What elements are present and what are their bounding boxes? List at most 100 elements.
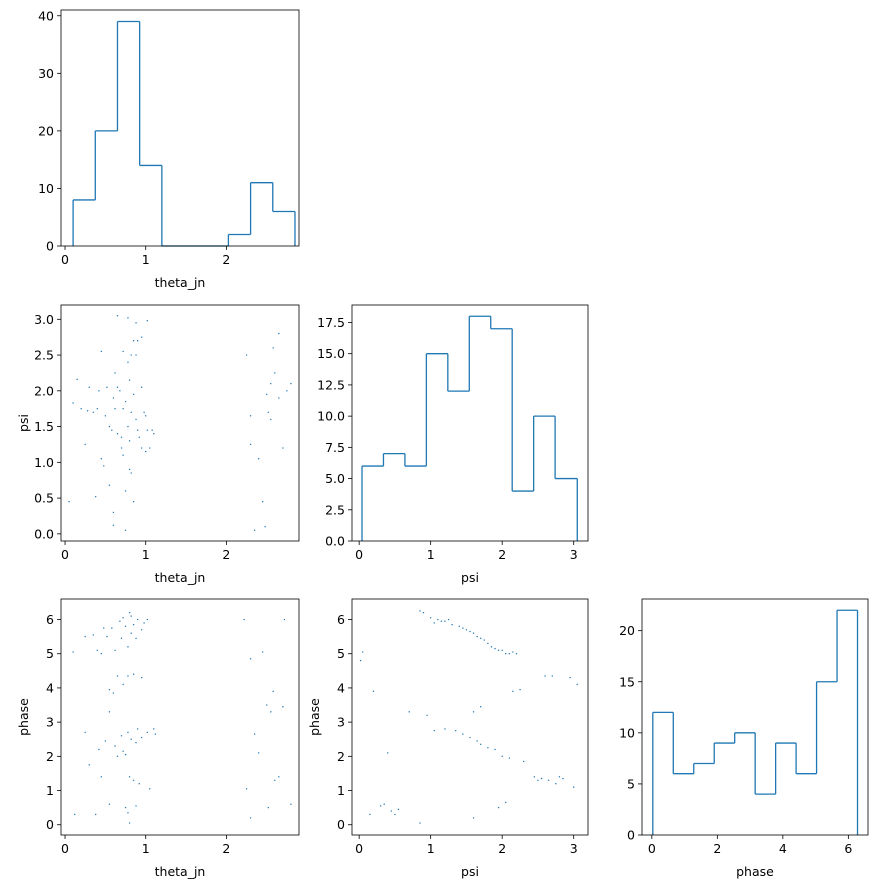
scatter-point bbox=[135, 322, 137, 324]
scatter-point bbox=[274, 372, 276, 374]
scatter-point bbox=[512, 651, 514, 653]
scatter-point bbox=[132, 340, 135, 342]
axes-frame bbox=[60, 304, 300, 542]
scatter-point bbox=[487, 642, 489, 645]
y-tick-label: 7.5 bbox=[325, 440, 345, 455]
scatter-point bbox=[119, 620, 121, 622]
scatter-point bbox=[278, 397, 280, 399]
scatter-point bbox=[154, 733, 157, 735]
y-tick-label: 15 bbox=[619, 674, 635, 689]
scatter-point bbox=[522, 760, 525, 763]
scatter-point bbox=[497, 649, 500, 652]
scatter-point bbox=[270, 418, 272, 421]
x-tick-label: 1 bbox=[142, 841, 150, 856]
scatter-point bbox=[429, 617, 432, 619]
scatter-point bbox=[92, 634, 94, 636]
scatter-point bbox=[369, 813, 371, 816]
y-tick-label: 5 bbox=[337, 646, 345, 661]
scatter-point bbox=[140, 736, 143, 739]
scatter-point bbox=[267, 411, 270, 413]
scatter-point bbox=[100, 653, 103, 655]
scatter-point bbox=[108, 803, 111, 805]
y-tick-label: 40 bbox=[38, 8, 54, 23]
axes-frame bbox=[351, 304, 589, 542]
scatter-point bbox=[447, 618, 450, 621]
panel-scatter_psi_phase: 0 1 2 3 0 1 2 3 4 5 6 psi phase bbox=[307, 598, 589, 879]
panel-hist_phase: 0 2 4 6 0 5 10 15 20 phase bbox=[619, 598, 869, 879]
scatter-point bbox=[135, 805, 137, 807]
scatter-point bbox=[278, 332, 280, 335]
scatter-point bbox=[283, 618, 286, 621]
scatter-point bbox=[146, 429, 149, 431]
scatter-point bbox=[127, 425, 129, 428]
scatter-point bbox=[465, 629, 468, 631]
scatter-point bbox=[515, 653, 518, 655]
scatter-point bbox=[266, 704, 268, 706]
scatter-point bbox=[419, 610, 421, 612]
scatter-point bbox=[116, 755, 119, 758]
y-tick-label: 4 bbox=[337, 680, 345, 695]
x-axis-label: psi bbox=[461, 570, 479, 585]
scatter-point bbox=[249, 658, 252, 660]
scatter-point bbox=[127, 675, 129, 677]
scatter-point bbox=[132, 623, 135, 626]
scatter-point bbox=[362, 651, 364, 653]
scatter-point bbox=[124, 625, 127, 628]
y-axis-label: phase bbox=[307, 698, 322, 736]
x-tick-label: 0 bbox=[61, 841, 69, 856]
scatter-point bbox=[261, 500, 264, 503]
scatter-point bbox=[149, 447, 151, 449]
scatter-point bbox=[379, 805, 382, 807]
scatter-point bbox=[480, 743, 482, 746]
scatter-point bbox=[108, 688, 111, 691]
panel-scatter_theta_jn_phase: 0 1 2 0 1 2 3 4 5 6 theta_jn phase bbox=[16, 598, 300, 879]
scatter-point bbox=[94, 813, 97, 816]
scatter-point bbox=[267, 806, 270, 809]
y-tick-label: 1.5 bbox=[34, 419, 54, 434]
y-tick-label: 2.5 bbox=[34, 348, 54, 363]
scatter-point bbox=[72, 402, 74, 404]
scatter-point bbox=[540, 777, 543, 780]
scatter-point bbox=[476, 635, 478, 638]
scatter-point bbox=[505, 801, 507, 804]
scatter-point bbox=[551, 675, 553, 677]
scatter-point bbox=[472, 632, 475, 634]
scatter-point bbox=[100, 350, 103, 353]
x-axis-label: psi bbox=[461, 864, 479, 879]
x-tick-label: 0 bbox=[648, 841, 656, 856]
scatter-point bbox=[146, 618, 149, 621]
x-tick-label: 4 bbox=[779, 841, 787, 856]
scatter-point bbox=[480, 706, 482, 708]
panel-hist_psi: 0 1 2 3 0.0 2.5 5.0 7.5 10.0 12.5 15.0 17.5 psi bbox=[317, 304, 589, 585]
scatter-point bbox=[146, 320, 149, 322]
scatter-point bbox=[120, 637, 123, 640]
scatter-point bbox=[127, 361, 129, 363]
scatter-point bbox=[462, 627, 464, 629]
x-tick-label: 0 bbox=[355, 841, 363, 856]
scatter-point bbox=[422, 611, 425, 614]
scatter-point bbox=[128, 379, 131, 381]
scatter-point bbox=[116, 315, 119, 317]
scatter-point bbox=[454, 729, 457, 732]
y-tick-label: 2.0 bbox=[34, 383, 54, 398]
scatter-point bbox=[501, 649, 503, 652]
scatter-point bbox=[136, 728, 139, 730]
scatter-point bbox=[130, 632, 132, 634]
scatter-point bbox=[394, 813, 396, 816]
scatter-point bbox=[138, 782, 140, 785]
scatter-point bbox=[494, 748, 496, 751]
y-tick-label: 4 bbox=[46, 680, 54, 695]
scatter-point bbox=[272, 347, 274, 349]
y-tick-label: 3.0 bbox=[34, 312, 54, 327]
scatter-point bbox=[132, 779, 135, 781]
y-tick-label: 1.0 bbox=[34, 455, 54, 470]
scatter-point bbox=[390, 810, 393, 812]
x-tick-label: 2 bbox=[713, 841, 721, 856]
axes-frame bbox=[60, 598, 300, 836]
y-tick-label: 5.0 bbox=[325, 471, 345, 486]
scatter-point bbox=[490, 646, 493, 648]
scatter-point bbox=[122, 750, 124, 752]
scatter-point bbox=[469, 630, 471, 633]
scatter-point bbox=[408, 711, 410, 713]
